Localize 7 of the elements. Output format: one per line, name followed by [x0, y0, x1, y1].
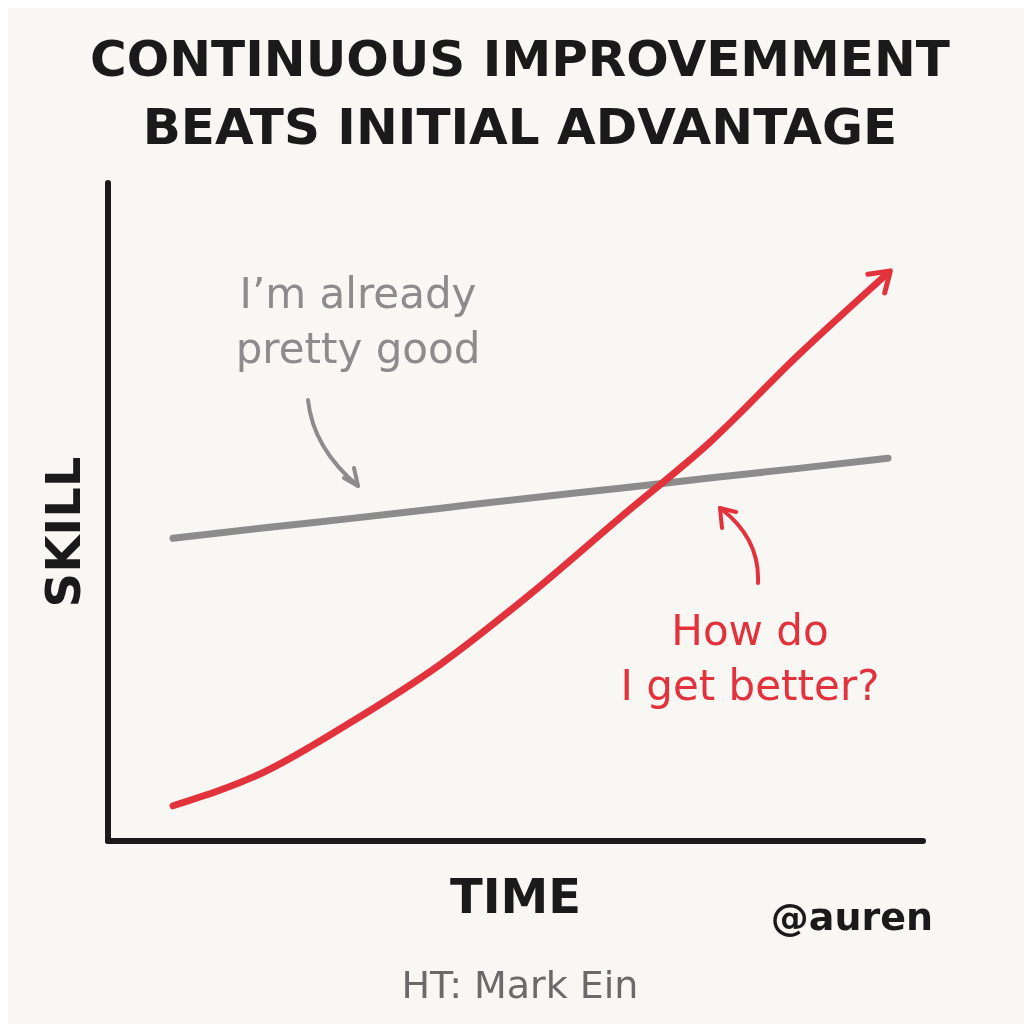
x-axis-title: TIME — [449, 868, 582, 924]
text: HT: Mark Ein — [401, 963, 639, 1007]
y-axis-title: SKILL — [35, 456, 91, 608]
text: @auren — [770, 895, 933, 939]
annotation: I’m already pretty good — [235, 269, 481, 373]
chart-title: CONTINUOUS IMPROVEMMENT BEATS INITIAL ADVANTAGE — [90, 30, 950, 156]
annotation: How do I get better? — [620, 606, 880, 710]
